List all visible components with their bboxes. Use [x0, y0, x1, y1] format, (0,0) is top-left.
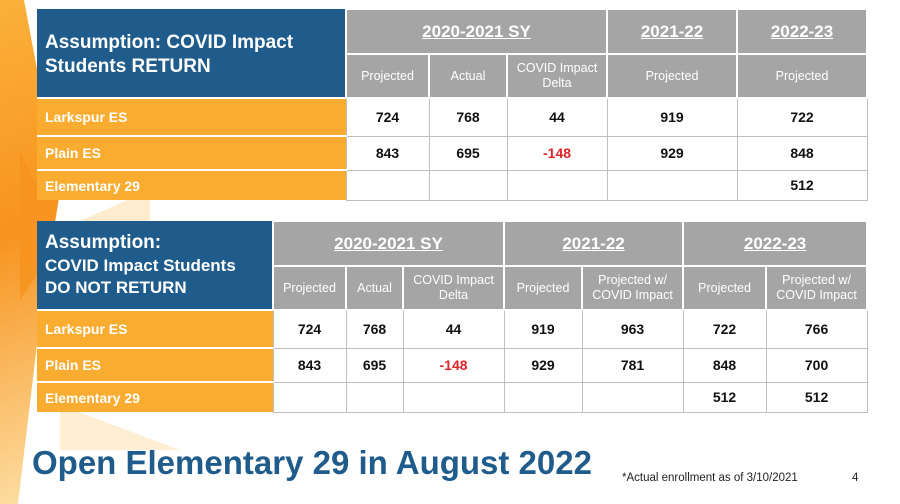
- title-line: Assumption: COVID Impact: [45, 32, 294, 53]
- cell-projected-2021-22: 919: [503, 309, 583, 349]
- col-header-projected-2021-22: Projected: [503, 265, 584, 311]
- col-header-projected: Projected: [272, 265, 347, 311]
- table-row: Plain ES 843 695 -148 929 781 848 700: [37, 347, 868, 383]
- table-row: Elementary 29 512 512: [37, 381, 868, 413]
- cell-delta: [402, 381, 505, 413]
- col-header-covid-delta: COVID Impact Delta: [505, 53, 609, 99]
- cell-2022-23: 722: [736, 97, 868, 137]
- group-header-2021-22: 2021-22: [606, 8, 739, 55]
- title-line: Assumption:: [45, 232, 162, 253]
- cell-2021-22: [606, 169, 738, 201]
- cell-actual: 695: [345, 347, 404, 383]
- table-row: Elementary 29 512: [37, 169, 868, 201]
- col-header-actual: Actual: [345, 265, 404, 311]
- page-number: 4: [852, 472, 859, 484]
- cell-projected: [272, 381, 347, 413]
- table-row: Plain ES 843 695 -148 929 848: [37, 135, 868, 171]
- col-header-actual: Actual: [428, 53, 508, 99]
- cell-actual: 695: [428, 135, 508, 171]
- col-header-covid-delta: COVID Impact Delta: [401, 265, 506, 311]
- cell-2021-22: 919: [606, 97, 738, 137]
- cell-projected: 843: [345, 135, 430, 171]
- row-label: Larkspur ES: [37, 97, 346, 136]
- cell-delta: [506, 169, 608, 201]
- group-header-2022-23: 2022-23: [682, 220, 869, 267]
- cell-2022-23: 512: [736, 169, 868, 201]
- cell-delta: -148: [506, 135, 608, 171]
- group-header-2022-23: 2022-23: [736, 8, 869, 55]
- title-line: Students RETURN: [45, 56, 211, 77]
- col-header-projected-2021-22: Projected: [606, 53, 739, 99]
- table-row: Larkspur ES 724 768 44 919 963 722 766: [37, 309, 868, 349]
- row-label: Plain ES: [37, 135, 346, 170]
- col-header-projected-2022-23: Projected: [736, 53, 869, 99]
- cell-actual: [345, 381, 404, 413]
- row-label: Elementary 29: [37, 381, 273, 412]
- row-label: Elementary 29: [37, 169, 346, 200]
- cell-projected-covid-2022-23: 766: [765, 309, 868, 349]
- cell-delta: 44: [506, 97, 608, 137]
- cell-projected: [345, 169, 430, 201]
- footnote: *Actual enrollment as of 3/10/2021: [622, 472, 798, 484]
- cell-delta: 44: [402, 309, 505, 349]
- col-header-projected: Projected: [345, 53, 430, 99]
- slide-title: Open Elementary 29 in August 2022: [32, 444, 592, 481]
- students-do-not-return-table: Assumption: COVID Impact Students DO NOT…: [37, 220, 869, 413]
- cell-projected-2021-22: [503, 381, 583, 413]
- cell-projected-2022-23: 722: [682, 309, 767, 349]
- cell-projected: 724: [272, 309, 347, 349]
- group-header-2020-2021: 2020-2021 SY: [271, 220, 506, 267]
- cell-2021-22: 929: [606, 135, 738, 171]
- title-line: COVID Impact Students: [45, 256, 236, 275]
- cell-actual: 768: [428, 97, 508, 137]
- group-header-2021-22: 2021-22: [503, 220, 685, 267]
- cell-projected: 843: [272, 347, 347, 383]
- cell-actual: [428, 169, 508, 201]
- table-title: Assumption: COVID Impact Students RETURN: [37, 9, 346, 98]
- cell-projected-2022-23: 512: [682, 381, 767, 413]
- row-label: Plain ES: [37, 347, 273, 382]
- group-header-2020-2021: 2020-2021 SY: [344, 8, 609, 55]
- cell-actual: 768: [345, 309, 404, 349]
- cell-projected-2021-22: 929: [503, 347, 583, 383]
- cell-projected-covid-2022-23: 700: [765, 347, 868, 383]
- col-header-projected-covid-2021-22: Projected w/COVID Impact: [581, 265, 685, 311]
- cell-projected-covid-2021-22: 963: [581, 309, 684, 349]
- col-header-projected-covid-2022-23: Projected w/COVID Impact: [765, 265, 869, 311]
- cell-projected: 724: [345, 97, 430, 137]
- cell-2022-23: 848: [736, 135, 868, 171]
- col-header-projected-2022-23: Projected: [682, 265, 768, 311]
- cell-projected-covid-2021-22: [581, 381, 684, 413]
- cell-projected-2022-23: 848: [682, 347, 767, 383]
- table-title: Assumption: COVID Impact Students DO NOT…: [37, 221, 273, 310]
- students-return-table: Assumption: COVID Impact Students RETURN…: [37, 8, 869, 201]
- title-line: DO NOT RETURN: [45, 278, 187, 297]
- row-label: Larkspur ES: [37, 309, 273, 348]
- cell-projected-covid-2021-22: 781: [581, 347, 684, 383]
- cell-delta: -148: [402, 347, 505, 383]
- cell-projected-covid-2022-23: 512: [765, 381, 868, 413]
- table-row: Larkspur ES 724 768 44 919 722: [37, 97, 868, 137]
